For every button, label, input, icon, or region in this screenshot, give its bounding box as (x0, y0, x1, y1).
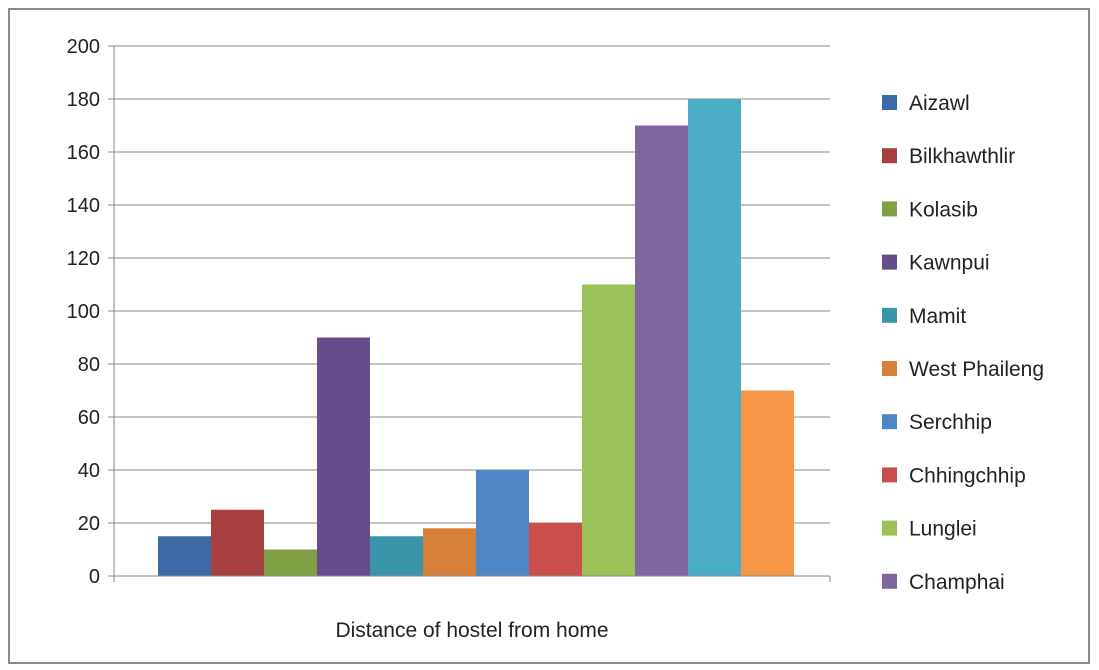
legend-label: Kawnpui (909, 252, 990, 275)
legend-label: Aizawl (909, 92, 970, 115)
gridlines (114, 45, 830, 524)
y-tick-label: 120 (67, 248, 100, 270)
y-tick-label: 140 (67, 195, 100, 217)
legend-swatch (882, 520, 897, 536)
legend: Aizawl Bilkhawthlir Kolasib Kawnpui Mamit Wes… (882, 92, 1044, 594)
legend-label: Kolasib (909, 198, 978, 221)
y-tick-label: 60 (78, 407, 100, 429)
legend-swatch (882, 307, 897, 323)
legend-swatch (882, 254, 897, 270)
y-tick-label: 80 (78, 354, 100, 376)
legend-swatch (882, 573, 897, 589)
x-axis-label: Distance of hostel from home (335, 619, 608, 642)
y-tick-label: 200 (67, 36, 100, 58)
chart-frame: 0 20 40 60 80 100 120 140 160 180 200 Distance of … (8, 8, 1090, 664)
bar-lunglei (582, 284, 635, 576)
y-tick-labels: 0 20 40 60 80 100 120 140 160 180 200 (67, 36, 100, 588)
legend-swatch (882, 467, 897, 483)
bar-aizawl (158, 536, 211, 576)
bar-champhai (635, 125, 688, 576)
axes (108, 45, 831, 582)
y-tick-label: 180 (67, 89, 100, 111)
bar-chart: 0 20 40 60 80 100 120 140 160 180 200 Distance of … (67, 36, 1044, 642)
legend-swatch (882, 361, 897, 376)
legend-label: Lunglei (909, 518, 977, 541)
y-tick-label: 20 (78, 513, 100, 535)
legend-label: Champhai (909, 571, 1005, 594)
bar-west-phaileng (423, 528, 476, 576)
legend-swatch (882, 201, 897, 217)
y-tick-label: 40 (78, 460, 100, 482)
bar-kawnpui (317, 337, 370, 576)
y-tick-label: 160 (67, 142, 100, 164)
bar-kolasib (264, 549, 317, 576)
legend-label: Chhingchhip (909, 464, 1026, 487)
legend-label: Bilkhawthlir (909, 145, 1015, 168)
y-tick-label: 100 (67, 301, 100, 323)
bars (158, 99, 794, 576)
bar-series-11 (688, 99, 741, 576)
legend-label: West Phaileng (909, 358, 1044, 381)
legend-swatch (882, 414, 897, 430)
bar-chhingchhip (529, 523, 582, 576)
legend-label: Serchhip (909, 411, 992, 434)
bar-serchhip (476, 470, 529, 576)
legend-swatch (882, 95, 897, 110)
bar-mamit (370, 536, 423, 576)
bar-series-12 (741, 390, 794, 576)
y-tick-label: 0 (89, 566, 100, 588)
bar-bilkhawthlir (211, 509, 264, 576)
legend-swatch (882, 148, 897, 164)
legend-label: Mamit (909, 305, 966, 328)
